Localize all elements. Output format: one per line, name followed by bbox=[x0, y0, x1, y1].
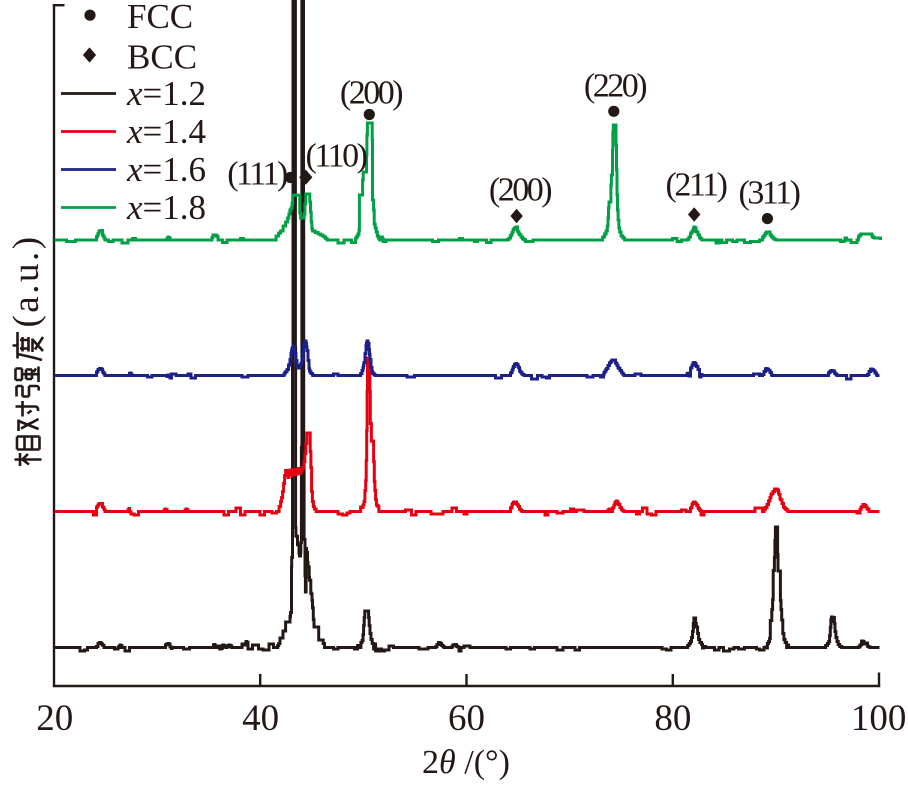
svg-text:x=1.8: x=1.8 bbox=[126, 188, 206, 227]
svg-text:(311): (311) bbox=[739, 175, 800, 212]
svg-text:100: 100 bbox=[851, 698, 907, 739]
svg-text:2θ /(°): 2θ /(°) bbox=[422, 744, 510, 781]
svg-text:(110): (110) bbox=[306, 138, 367, 175]
svg-text:BCC: BCC bbox=[127, 38, 197, 77]
svg-text:(a.u.): (a.u.) bbox=[6, 234, 47, 327]
svg-text:FCC: FCC bbox=[127, 0, 193, 36]
svg-text:80: 80 bbox=[654, 698, 691, 739]
svg-text:40: 40 bbox=[242, 698, 279, 739]
svg-text:(220): (220) bbox=[584, 68, 646, 105]
svg-text:20: 20 bbox=[36, 698, 73, 739]
svg-text:x=1.2: x=1.2 bbox=[126, 74, 206, 113]
svg-text:x=1.6: x=1.6 bbox=[126, 150, 206, 189]
svg-text:(200): (200) bbox=[340, 75, 402, 112]
svg-text:x=1.4: x=1.4 bbox=[126, 112, 206, 151]
svg-text:(111): (111) bbox=[227, 156, 287, 193]
svg-text:(211): (211) bbox=[666, 167, 727, 204]
svg-text:(200): (200) bbox=[489, 172, 551, 209]
svg-text:60: 60 bbox=[448, 698, 485, 739]
